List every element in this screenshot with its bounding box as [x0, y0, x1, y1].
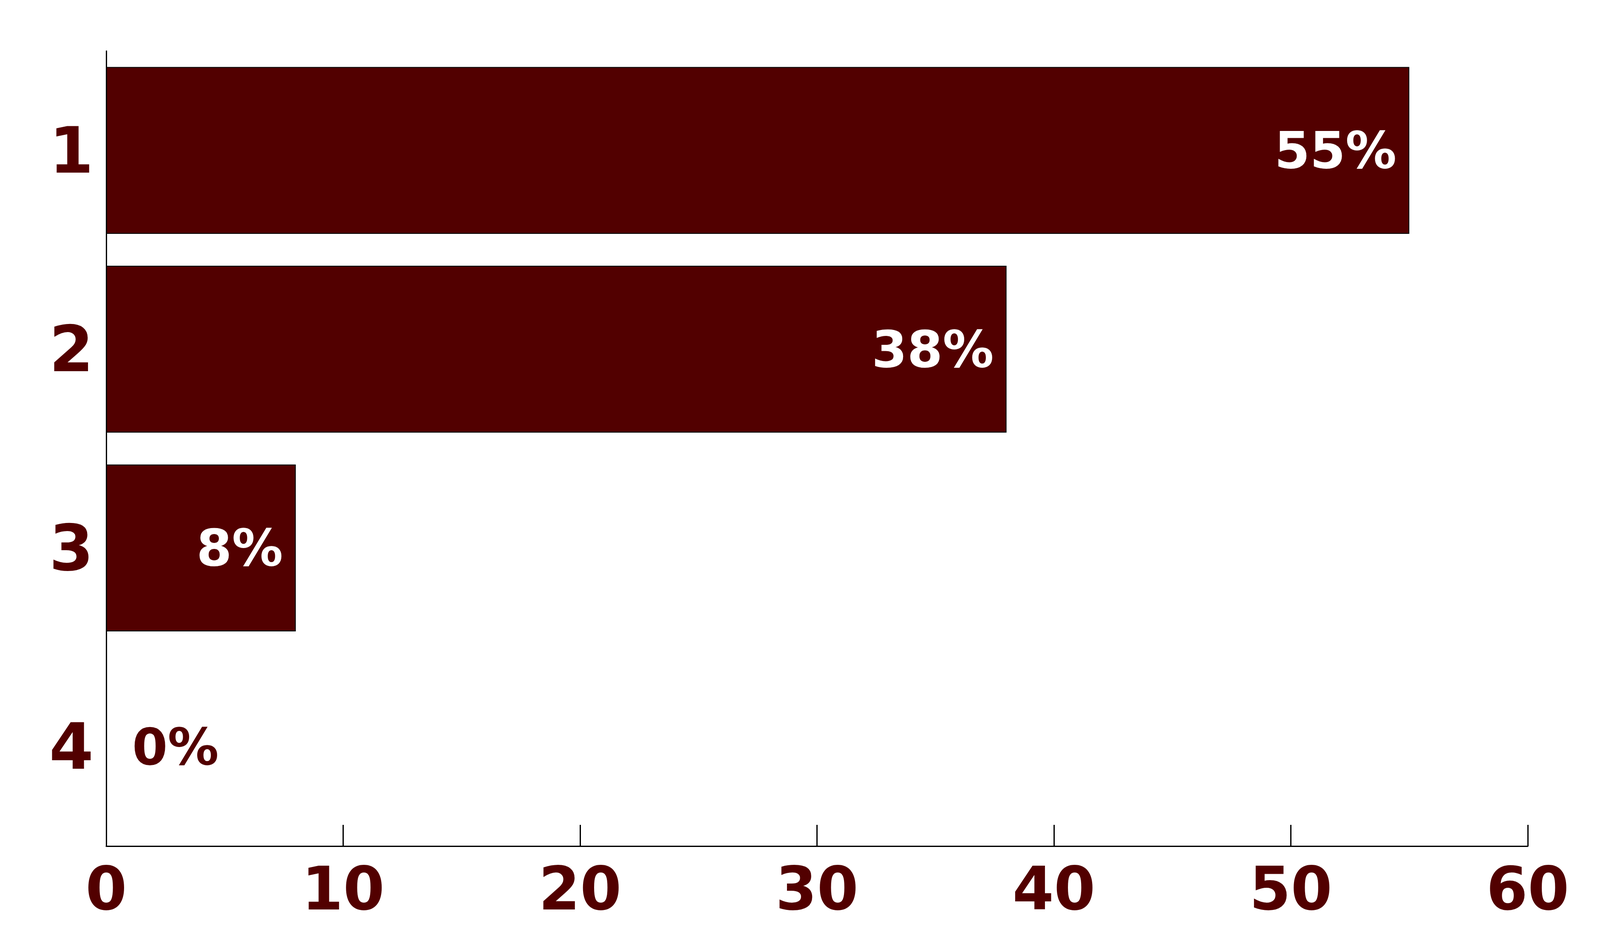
svg-text:1: 1 — [49, 113, 94, 188]
svg-text:4: 4 — [49, 709, 94, 784]
svg-text:3: 3 — [49, 510, 94, 585]
svg-text:55%: 55% — [1274, 120, 1397, 180]
svg-text:30: 30 — [775, 853, 859, 924]
svg-text:38%: 38% — [871, 319, 994, 379]
svg-text:0: 0 — [85, 853, 127, 924]
svg-text:2: 2 — [49, 311, 94, 386]
svg-text:40: 40 — [1012, 853, 1096, 924]
svg-text:0%: 0% — [132, 716, 219, 776]
svg-text:20: 20 — [538, 853, 622, 924]
svg-text:10: 10 — [301, 853, 385, 924]
svg-text:60: 60 — [1486, 853, 1570, 924]
svg-text:50: 50 — [1249, 853, 1333, 924]
svg-text:8%: 8% — [196, 518, 284, 578]
